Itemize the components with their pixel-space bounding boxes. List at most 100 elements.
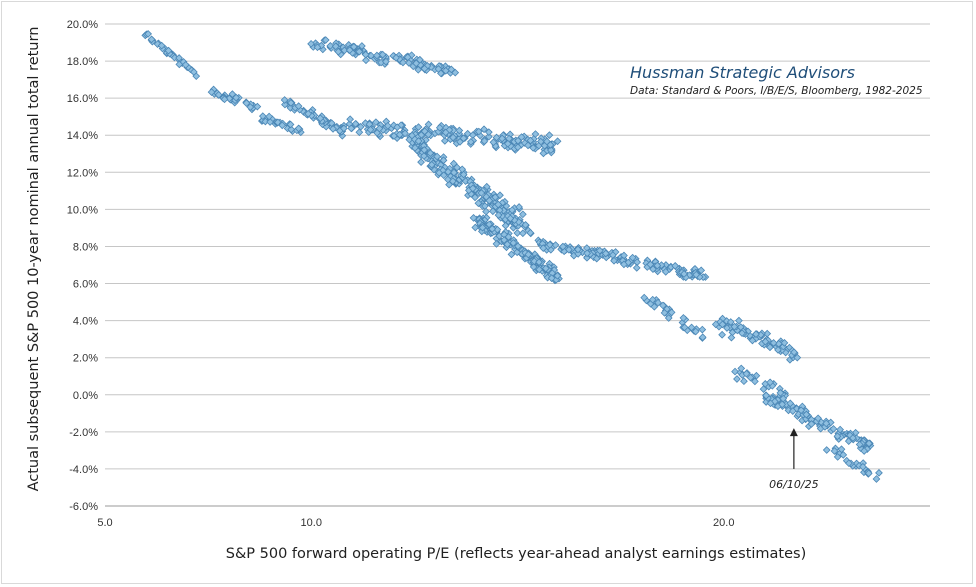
data-point: [602, 253, 611, 262]
data-point: [680, 270, 688, 278]
data-point: [484, 128, 493, 137]
data-point: [738, 329, 746, 338]
data-point: [748, 336, 757, 345]
data-point: [207, 88, 216, 96]
data-point: [448, 177, 457, 186]
data-point: [480, 137, 489, 145]
data-point: [601, 249, 610, 258]
data-point: [500, 236, 509, 244]
data-point: [393, 123, 402, 132]
data-point: [608, 251, 617, 259]
annotation-arrow-head: [789, 428, 798, 437]
data-point: [416, 55, 424, 64]
branding: Hussman Strategic Advisors: [630, 63, 855, 82]
data-point: [144, 30, 153, 38]
data-point: [583, 249, 591, 258]
data-point: [375, 124, 384, 133]
data-point: [361, 119, 370, 127]
data-point: [459, 134, 468, 143]
data-point: [610, 256, 618, 265]
data-point: [786, 399, 795, 408]
x-tick-label: 20.0: [713, 517, 734, 529]
data-point: [559, 242, 567, 251]
data-point: [506, 214, 515, 223]
data-point: [595, 246, 604, 255]
data-point: [529, 263, 538, 271]
data-point: [849, 434, 857, 442]
data-point: [392, 53, 400, 62]
data-point: [793, 353, 802, 362]
data-point: [692, 270, 701, 279]
data-point: [679, 314, 688, 322]
data-point: [515, 203, 523, 211]
data-point: [471, 223, 480, 232]
data-point: [326, 42, 335, 50]
data-point: [526, 228, 535, 237]
data-point: [711, 320, 720, 329]
data-point: [334, 47, 343, 56]
data-point: [553, 271, 562, 280]
data-point: [737, 364, 746, 373]
data-point: [480, 125, 488, 134]
data-point: [424, 130, 433, 139]
data-point: [822, 446, 831, 454]
data-point: [253, 102, 262, 111]
data-point: [807, 420, 816, 428]
data-point: [661, 267, 670, 276]
data-point: [313, 43, 322, 52]
data-point: [776, 389, 785, 397]
data-point: [468, 184, 477, 193]
data-point: [294, 124, 303, 133]
data-point: [424, 120, 433, 129]
data-point: [761, 337, 770, 346]
data-point: [331, 42, 340, 51]
data-point: [340, 46, 349, 55]
data-point: [316, 114, 325, 123]
data-point: [449, 133, 457, 142]
data-point: [157, 41, 166, 50]
data-point: [546, 141, 555, 149]
data-point: [504, 233, 513, 241]
data-point: [433, 152, 441, 161]
data-point: [530, 257, 539, 266]
data-point: [485, 132, 493, 141]
data-point: [481, 202, 489, 210]
data-point: [769, 339, 778, 347]
x-tick-labels: 5.0 10.0 20.0: [97, 517, 734, 529]
data-point: [444, 167, 452, 176]
data-point: [872, 475, 881, 483]
data-point: [378, 50, 387, 59]
data-point: [246, 103, 255, 111]
data-point: [232, 93, 241, 102]
data-point: [420, 64, 429, 73]
data-point: [427, 160, 436, 169]
data-point: [503, 139, 512, 148]
data-point: [412, 59, 421, 68]
annotation-label: 06/10/25: [769, 478, 818, 491]
data-point: [471, 193, 479, 202]
data-point: [147, 35, 156, 44]
y-tick-label: 8.0%: [73, 241, 98, 253]
data-point: [449, 159, 458, 168]
data-point: [489, 138, 498, 147]
data-point: [780, 338, 789, 347]
data-point: [383, 121, 392, 130]
data-point: [439, 156, 448, 165]
data-point: [865, 439, 873, 448]
data-point: [214, 91, 223, 99]
data-point: [860, 447, 869, 455]
gridlines: [105, 23, 930, 507]
data-point: [541, 264, 550, 273]
data-point: [189, 68, 198, 76]
data-point: [718, 320, 727, 329]
source-note: Data: Standard & Poors, I/B/E/S, Bloombe…: [630, 85, 923, 97]
data-point: [833, 453, 842, 461]
data-point: [535, 258, 543, 267]
data-point: [220, 95, 229, 104]
data-point: [401, 129, 409, 138]
data-point: [411, 143, 419, 152]
data-point: [574, 245, 582, 254]
data-point: [478, 223, 487, 232]
data-point: [494, 200, 503, 209]
data-point: [355, 47, 364, 56]
